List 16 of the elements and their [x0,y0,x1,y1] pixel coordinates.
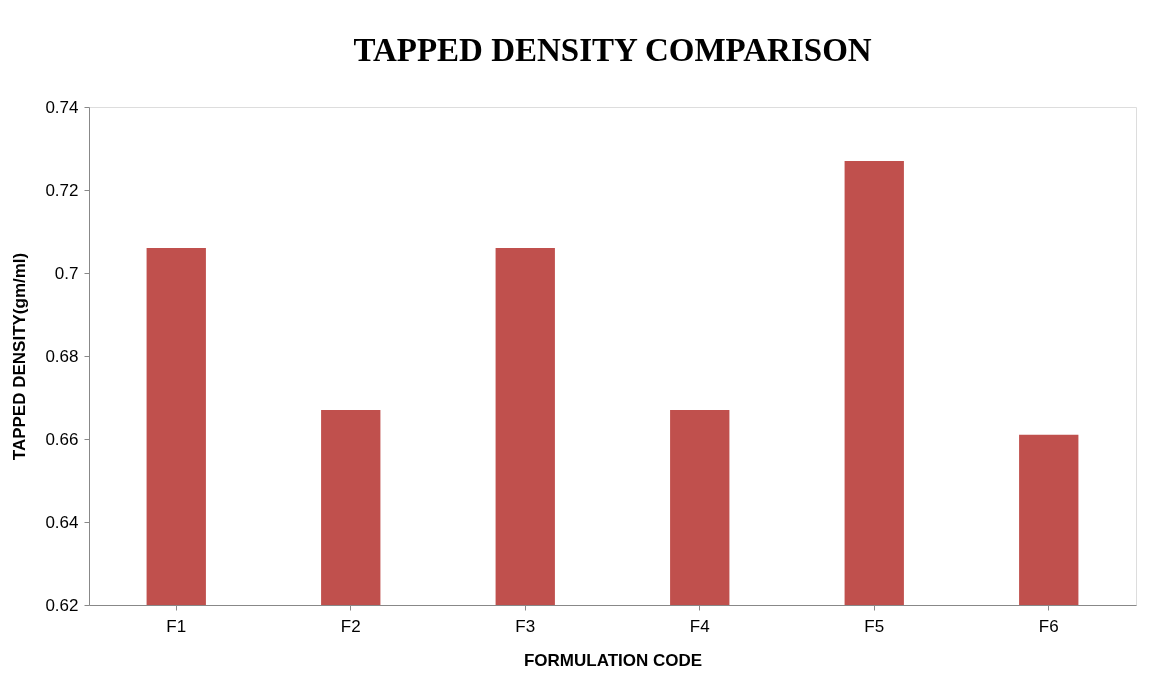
x-tick-label: F3 [515,616,536,636]
y-tick-label: 0.68 [45,346,79,366]
x-tick-label: F6 [1038,616,1059,636]
y-tick-label: 0.7 [54,263,79,283]
y-tick-label: 0.62 [45,595,79,615]
x-axis-title: FORMULATION CODE [523,650,703,670]
x-tick-label: F4 [689,616,710,636]
chart-title: TAPPED DENSITY COMPARISON [353,32,872,68]
y-axis-title: TAPPED DENSITY(gm/ml) [10,252,30,461]
y-tick-label: 0.64 [45,512,79,532]
y-tick-label: 0.66 [45,429,79,449]
y-tick-label: 0.74 [45,97,79,117]
x-tick-label: F2 [340,616,361,636]
y-tick-label: 0.72 [45,180,79,200]
x-tick-label: F1 [166,616,187,636]
x-tick-label: F5 [864,616,885,636]
